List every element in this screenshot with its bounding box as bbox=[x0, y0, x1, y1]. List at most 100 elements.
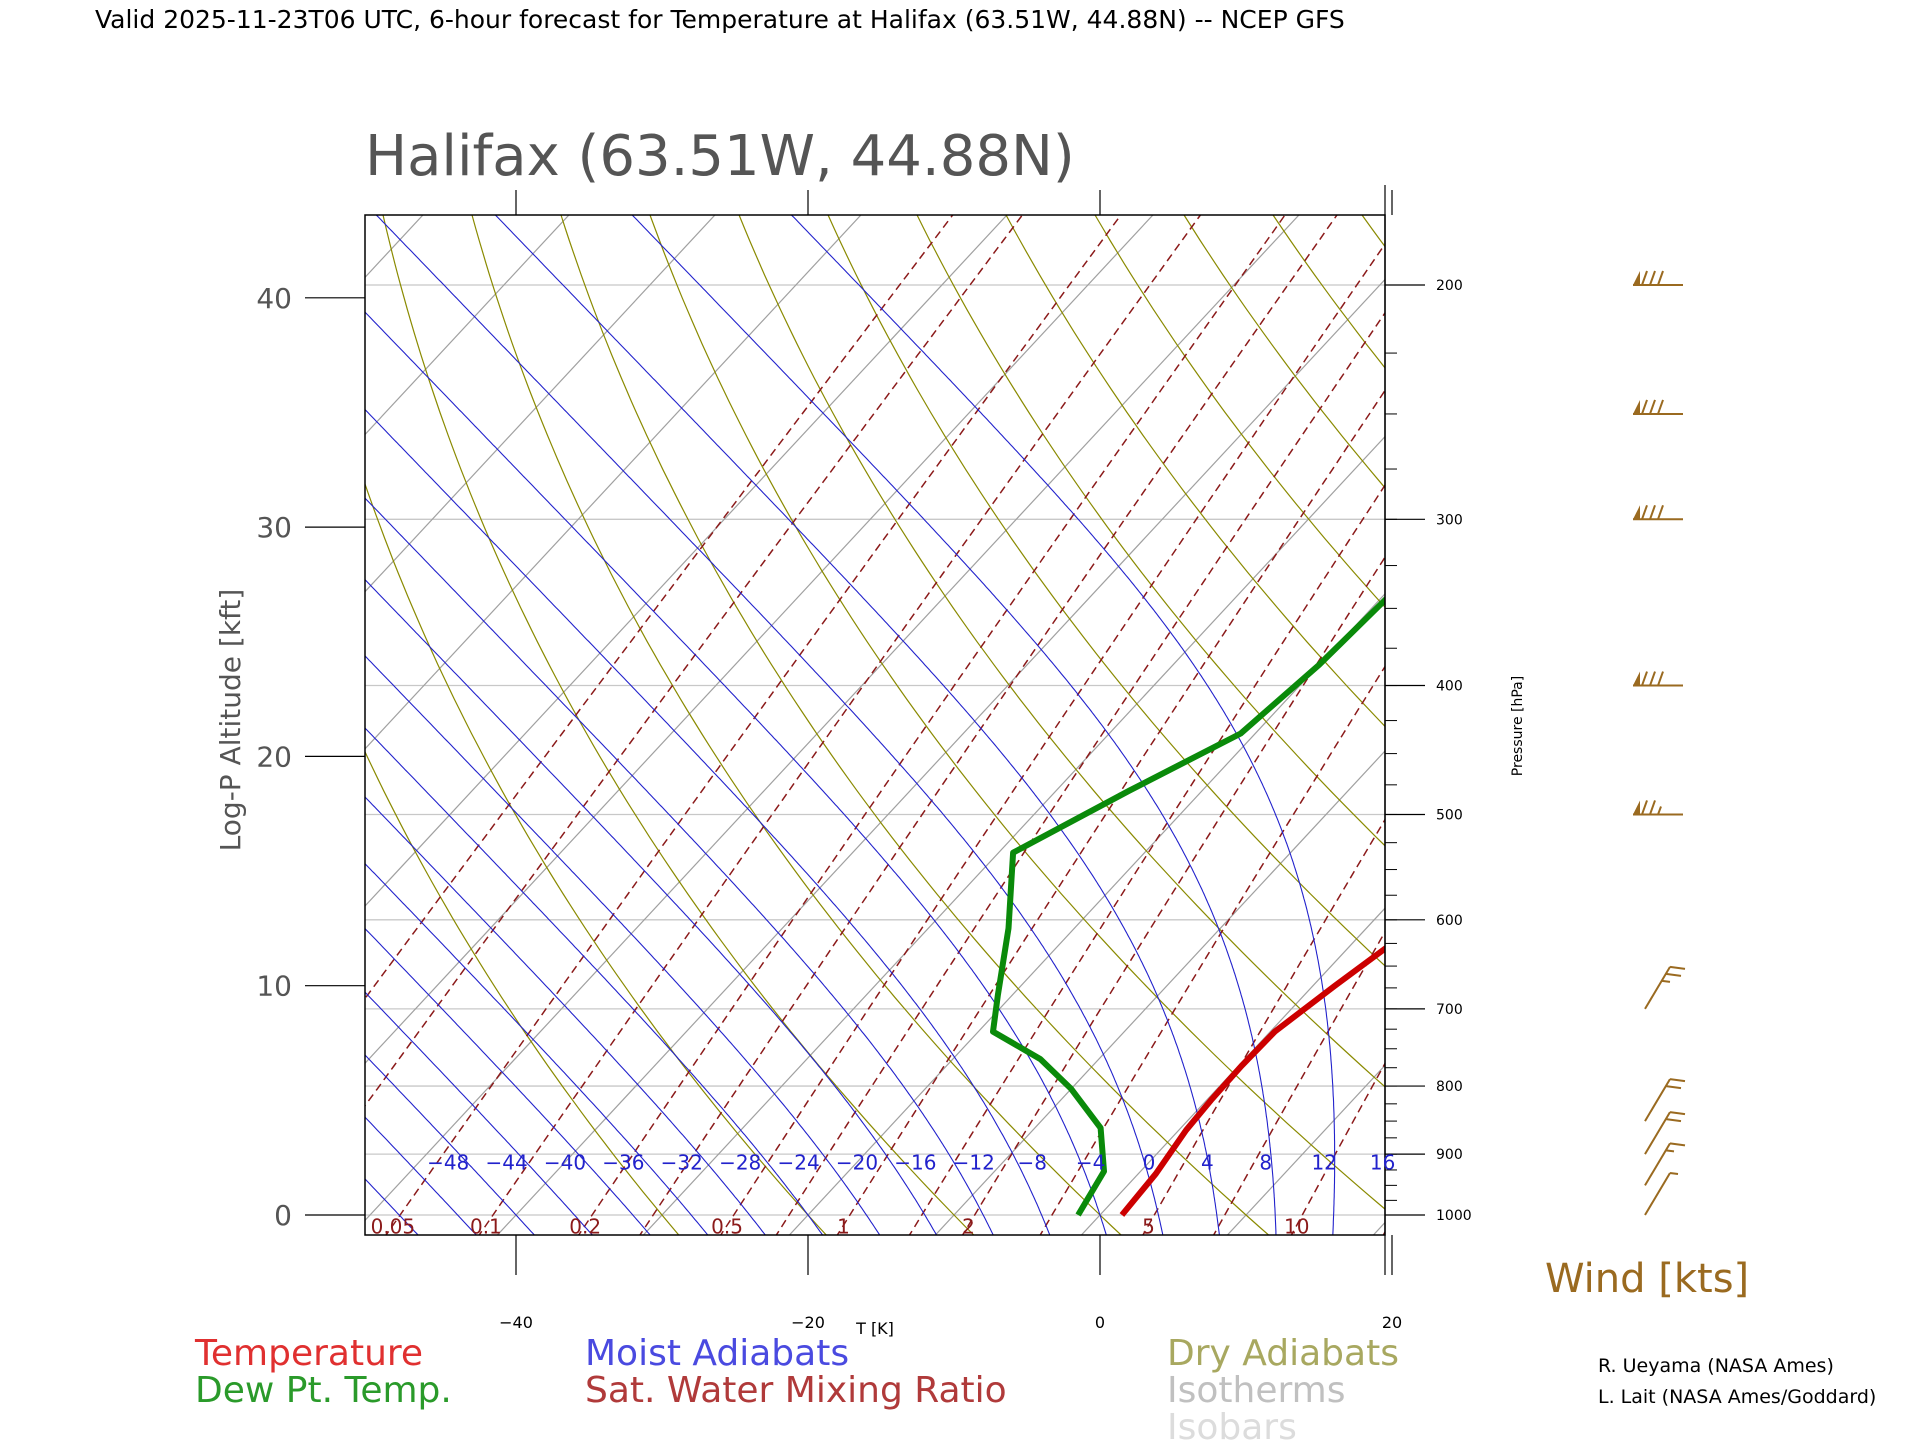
legend-temperature: Temperature bbox=[194, 1333, 423, 1374]
left-tick-label: 10 bbox=[256, 970, 292, 1003]
wind-barb-half bbox=[1666, 1150, 1674, 1151]
wind-barb-half bbox=[1670, 1173, 1678, 1174]
mixing-ratio-line bbox=[638, 206, 1343, 1238]
mixing-ratio-label: 0.1 bbox=[470, 1214, 502, 1238]
pressure-tick-label: 200 bbox=[1436, 278, 1463, 294]
legend-moist: Moist Adiabats bbox=[585, 1333, 849, 1374]
wind-barb-feather bbox=[1642, 271, 1647, 285]
pressure-tick-label: 800 bbox=[1436, 1079, 1463, 1095]
wind-barb-feather bbox=[1642, 800, 1647, 814]
right-axis-label: Pressure [hPa] bbox=[1510, 676, 1526, 776]
left-tick-label: 0 bbox=[274, 1199, 292, 1232]
moist-adiabat bbox=[0, 206, 599, 1242]
wind-barbs bbox=[1633, 271, 1685, 1215]
pressure-tick-label: 300 bbox=[1436, 512, 1463, 528]
moist-adiabat-label: −28 bbox=[719, 1150, 761, 1174]
isotherm-line bbox=[495, 206, 1453, 1238]
mixing-ratio-label: 0.05 bbox=[371, 1214, 416, 1238]
wind-barb-feather bbox=[1658, 672, 1663, 686]
mixing-ratio-label: 2 bbox=[962, 1214, 975, 1238]
moist-adiabat-label: −12 bbox=[953, 1150, 995, 1174]
wind-barb-feather bbox=[1650, 400, 1655, 414]
dry-adiabat bbox=[1799, 206, 1920, 1238]
isotherm-line bbox=[1225, 206, 1920, 1238]
moist-adiabat bbox=[263, 206, 1109, 1242]
header-title: Valid 2025-11-23T06 UTC, 6-hour forecast… bbox=[95, 5, 1345, 34]
pressure-tick-label: 600 bbox=[1436, 913, 1463, 929]
wind-barb-feather bbox=[1670, 1112, 1685, 1114]
wind-barb-half bbox=[1662, 981, 1670, 982]
wind-barb bbox=[1633, 672, 1683, 686]
wind-barb-feather bbox=[1642, 400, 1647, 414]
pressure-tick-label: 900 bbox=[1436, 1147, 1463, 1163]
moist-adiabat-label: −44 bbox=[485, 1150, 527, 1174]
legend-isobars: Isobars bbox=[1167, 1407, 1297, 1440]
wind-barb-feather bbox=[1650, 800, 1655, 814]
moist-adiabat-label: 16 bbox=[1370, 1150, 1395, 1174]
mixing-ratio-line bbox=[1039, 206, 1678, 1238]
pressure-tick-label: 700 bbox=[1436, 1002, 1463, 1018]
moist-adiabat-label: 12 bbox=[1311, 1150, 1336, 1174]
mixing-ratio-label: 0.5 bbox=[711, 1214, 743, 1238]
wind-barb bbox=[1645, 967, 1685, 1009]
moist-adiabat bbox=[0, 206, 828, 1242]
moist-adiabat bbox=[368, 206, 1165, 1242]
credit-line-2: L. Lait (NASA Ames/Goddard) bbox=[1598, 1386, 1876, 1408]
wind-barb bbox=[1645, 1173, 1678, 1215]
dry-adiabat bbox=[824, 206, 1715, 1238]
left-tick-label: 40 bbox=[256, 282, 292, 315]
moist-adiabat-label: 4 bbox=[1201, 1150, 1214, 1174]
sounding-profiles bbox=[993, 229, 1920, 1215]
wind-barb-feather bbox=[1650, 505, 1655, 519]
wind-barb-pennant bbox=[1633, 271, 1640, 285]
isotherm-line bbox=[0, 206, 139, 1238]
wind-barb-feather bbox=[1666, 1086, 1681, 1088]
dry-adiabat bbox=[204, 206, 681, 1238]
wind-barb-feather bbox=[1650, 672, 1655, 686]
thermo-grid bbox=[0, 206, 1920, 1242]
mixing-ratio-line bbox=[908, 206, 1570, 1238]
moist-adiabat bbox=[169, 206, 1053, 1242]
wind-barb bbox=[1633, 800, 1683, 814]
mixing-ratio-label: 10 bbox=[1284, 1214, 1309, 1238]
wind-barb-pennant bbox=[1633, 800, 1640, 814]
moist-adiabat bbox=[0, 206, 714, 1242]
wind-barb-feather bbox=[1666, 1119, 1681, 1121]
pressure-tick-label: 500 bbox=[1436, 807, 1463, 823]
isotherm-line bbox=[57, 206, 1016, 1238]
moist-adiabat bbox=[0, 206, 884, 1242]
dry-adiabat bbox=[1090, 206, 1920, 1238]
bottom-axis-label: T [K] bbox=[855, 1319, 894, 1338]
bottom-tick-label: 20 bbox=[1382, 1313, 1402, 1332]
dry-adiabat bbox=[1179, 206, 1920, 1238]
moist-adiabat bbox=[0, 206, 771, 1242]
isotherm-line bbox=[1517, 206, 1920, 1238]
moist-adiabat bbox=[624, 206, 1277, 1242]
wind-barb-feather bbox=[1658, 271, 1663, 285]
moist-adiabat-label: 0 bbox=[1143, 1150, 1156, 1174]
mixing-ratio-line bbox=[836, 206, 1510, 1238]
moist-adiabat bbox=[0, 206, 541, 1242]
wind-barb-feather bbox=[1670, 1079, 1685, 1081]
moist-adiabat-label: −4 bbox=[1076, 1150, 1105, 1174]
moist-adiabat-label: −40 bbox=[544, 1150, 586, 1174]
moist-adiabat-label: 8 bbox=[1259, 1150, 1272, 1174]
wind-label: Wind [kts] bbox=[1545, 1256, 1749, 1302]
dry-adiabat bbox=[470, 206, 1125, 1238]
wind-barb-feather bbox=[1670, 967, 1685, 969]
moist-adiabat-label: −36 bbox=[602, 1150, 644, 1174]
moist-adiabat bbox=[4, 206, 941, 1242]
moist-adiabat-label: −16 bbox=[894, 1150, 936, 1174]
wind-barb-feather bbox=[1670, 1143, 1685, 1145]
moist-adiabat bbox=[487, 206, 1220, 1242]
bottom-tick-label: −20 bbox=[791, 1313, 825, 1332]
mixing-ratio-line bbox=[384, 206, 1127, 1238]
dry-adiabat bbox=[1710, 206, 1920, 1238]
dry-adiabat bbox=[381, 206, 977, 1238]
left-tick-label: 20 bbox=[256, 740, 292, 773]
wind-barb bbox=[1645, 1112, 1685, 1154]
wind-barb bbox=[1645, 1079, 1685, 1121]
